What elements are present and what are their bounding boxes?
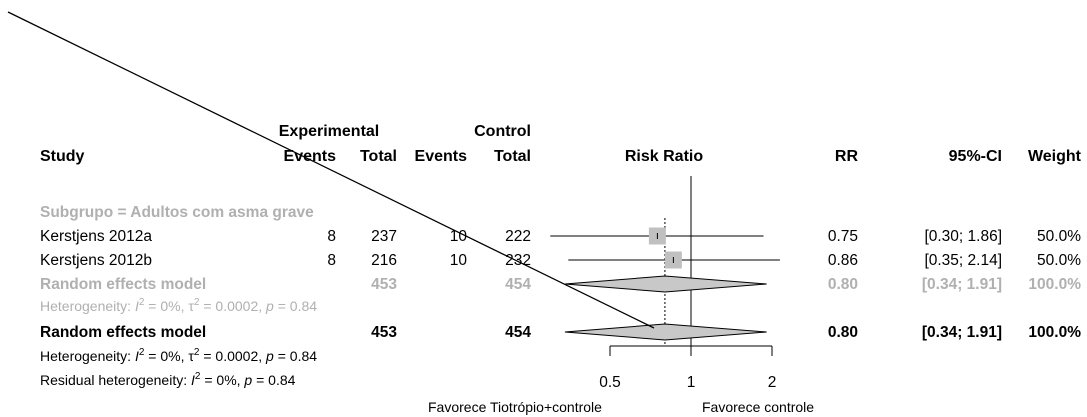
overall-heterogeneity: Heterogeneity: I2 = 0%, τ2 = 0.0002, p =… xyxy=(40,347,317,364)
subgroup-heterogeneity: Heterogeneity: I2 = 0%, τ2 = 0.0002, p =… xyxy=(40,297,317,314)
study-name: Kerstjens 2012b xyxy=(40,252,152,269)
weight-header: Weight xyxy=(1028,148,1082,165)
favours-right-label: Favorece controle xyxy=(702,399,814,415)
ctrl-events-cell: 10 xyxy=(450,252,468,269)
model-rr: 0.80 xyxy=(828,276,858,293)
model-exp-total: 453 xyxy=(371,324,397,341)
x-tick-label: 1 xyxy=(687,374,696,391)
ci-header: 95%-CI xyxy=(949,148,1002,165)
experimental-header: Experimental xyxy=(279,123,379,140)
model-rr: 0.80 xyxy=(828,324,858,341)
model-name: Random effects model xyxy=(40,276,206,293)
exp-events-header: Events xyxy=(284,148,337,165)
risk-ratio-header: Risk Ratio xyxy=(625,148,703,165)
ci-cell: [0.35; 2.14] xyxy=(924,252,1002,269)
ctrl-events-cell: 10 xyxy=(450,228,468,245)
model-ci: [0.34; 1.91] xyxy=(922,276,1002,293)
model-ctrl-total: 454 xyxy=(505,324,531,341)
study-name: Kerstjens 2012a xyxy=(40,228,152,245)
overall-model-row: Random effects model 453 454 0.80 [0.34;… xyxy=(40,324,1081,341)
study-row: Kerstjens 2012a 8 237 10 222 0.75 [0.30;… xyxy=(40,228,1081,245)
subgroup-label: Subgrupo = Adultos com asma grave xyxy=(40,204,314,221)
exp-total-cell: 237 xyxy=(371,228,397,245)
model-ci: [0.34; 1.91] xyxy=(922,324,1002,341)
ctrl-events-header: Events xyxy=(415,148,468,165)
model-name: Random effects model xyxy=(40,324,206,341)
exp-events-cell: 8 xyxy=(327,228,336,245)
rr-header: RR xyxy=(835,148,859,165)
exp-events-cell: 8 xyxy=(327,252,336,269)
ctrl-total-cell: 222 xyxy=(505,228,531,245)
model-exp-total: 453 xyxy=(371,276,397,293)
exp-total-cell: 216 xyxy=(371,252,397,269)
study-header: Study xyxy=(40,148,85,165)
study-row: Kerstjens 2012b 8 216 10 232 0.86 [0.35;… xyxy=(40,252,1081,269)
subgroup-summary-diamond xyxy=(564,275,767,293)
x-tick-label: 0.5 xyxy=(599,374,621,391)
control-header: Control xyxy=(474,123,531,140)
plot-area: 0.5 1 2 xyxy=(550,176,780,391)
exp-total-header: Total xyxy=(360,148,397,165)
weight-cell: 50.0% xyxy=(1037,252,1081,269)
ctrl-total-header: Total xyxy=(494,148,531,165)
subgroup-model-row: Random effects model 453 454 0.80 [0.34;… xyxy=(40,276,1081,293)
rr-cell: 0.86 xyxy=(828,252,858,269)
weight-cell: 50.0% xyxy=(1037,228,1081,245)
x-tick-label: 2 xyxy=(768,374,777,391)
ci-cell: [0.30; 1.86] xyxy=(924,228,1002,245)
rr-cell: 0.75 xyxy=(828,228,858,245)
residual-heterogeneity: Residual heterogeneity: I2 = 0%, p = 0.8… xyxy=(40,371,296,388)
model-weight: 100.0% xyxy=(1028,324,1081,341)
favours-left-label: Favorece Tiotrópio+controle xyxy=(428,399,602,415)
model-weight: 100.0% xyxy=(1028,276,1081,293)
overlay-diagonal-line xyxy=(7,11,655,329)
model-ctrl-total: 454 xyxy=(505,276,531,293)
overall-summary-diamond xyxy=(564,323,767,341)
